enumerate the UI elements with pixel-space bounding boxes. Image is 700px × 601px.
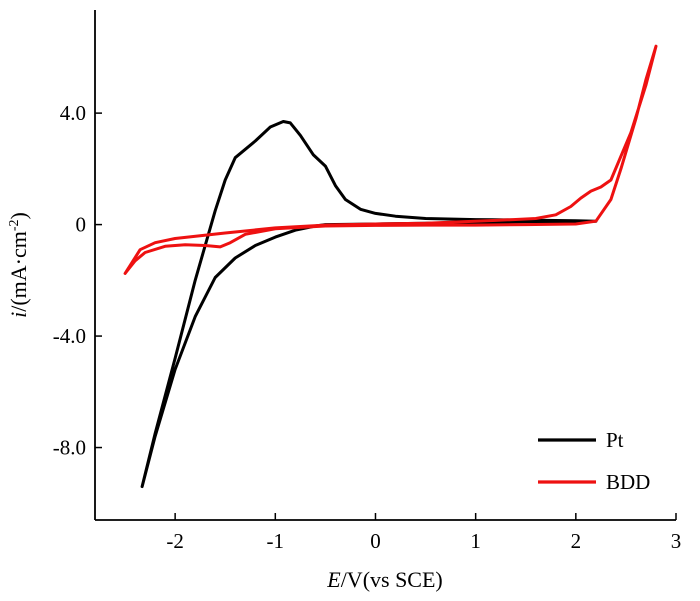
y-tick-label: 4.0 — [60, 101, 86, 125]
y-tick-label: -8.0 — [53, 436, 86, 460]
legend: Pt BDD — [538, 428, 650, 494]
legend-label-bdd: BDD — [606, 470, 650, 494]
y-axis-ticks: 4.0 0 -4.0 -8.0 — [53, 101, 102, 460]
y-tick-label: -4.0 — [53, 324, 86, 348]
legend-label-pt: Pt — [606, 428, 624, 452]
x-tick-label: -1 — [267, 529, 285, 553]
x-tick-label: 0 — [370, 529, 381, 553]
x-tick-label: 2 — [571, 529, 582, 553]
x-axis-title: E/V(vs SCE) — [326, 567, 443, 592]
series-line-pt — [140, 120, 598, 489]
x-axis-ticks: -2 -1 0 1 2 3 — [166, 513, 681, 553]
x-tick-label: 3 — [671, 529, 682, 553]
x-tick-label: 1 — [470, 529, 481, 553]
x-tick-label: -2 — [166, 529, 184, 553]
series-layer — [123, 44, 658, 489]
y-tick-label: 0 — [76, 213, 87, 237]
axes-frame — [94, 10, 676, 521]
series-line-bdd — [123, 44, 658, 275]
y-axis-title: i/(mA·cm-2) — [6, 212, 31, 318]
